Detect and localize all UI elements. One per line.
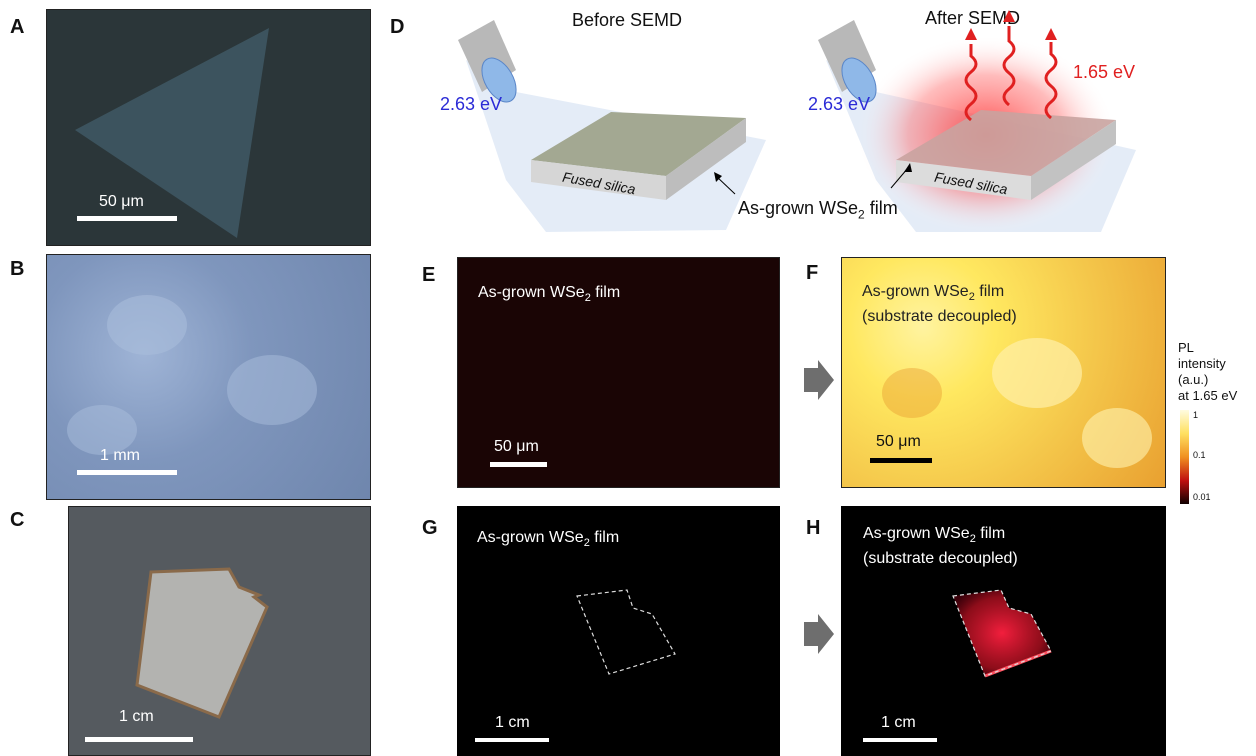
- colorbar-tick-0.1: 0.1: [1193, 450, 1206, 460]
- panel-label-c: C: [10, 509, 25, 531]
- scale-label-b: 1 mm: [100, 447, 140, 464]
- scale-bar-b: [77, 470, 177, 475]
- substrate-slab-after: [896, 110, 1116, 200]
- film-label-d: As-grown WSe2 film: [738, 198, 898, 222]
- panel-g-title: As-grown WSe2 film: [477, 529, 620, 550]
- semd-schematic: [458, 10, 1136, 235]
- sample-piece: [135, 567, 269, 719]
- scale-bar-h: [863, 738, 937, 742]
- scale-bar-a: [77, 216, 177, 221]
- film-pointer-before: [715, 175, 736, 195]
- scale-label-e: 50 μm: [494, 438, 539, 455]
- after-semd-title: After SEMD: [925, 8, 1021, 28]
- panel-h-pl-image: As-grown WSe2 film (substrate decoupled)…: [841, 506, 1166, 756]
- scale-label-c: 1 cm: [119, 708, 154, 725]
- scale-bar-g: [475, 738, 549, 742]
- energy-label-in-after: 2.63 eV: [808, 94, 871, 114]
- panel-g-pl-image: As-grown WSe2 film 1 cm: [457, 506, 780, 756]
- colorbar-title: PL intensity (a.u.) at 1.65 eV: [1178, 340, 1238, 403]
- scale-label-f: 50 μm: [876, 433, 921, 450]
- energy-label-in-before: 2.63 eV: [440, 94, 503, 114]
- panel-e-title: As-grown WSe2 film: [478, 284, 621, 305]
- panel-c-photo: 1 cm: [68, 506, 371, 756]
- arrow-right-icon-gh: [804, 614, 834, 654]
- colorbar-tick-0.01: 0.01: [1193, 492, 1211, 502]
- panel-h-title: As-grown WSe2 film (substrate decoupled): [863, 525, 1018, 568]
- panel-label-a: A: [10, 16, 25, 38]
- glowing-sample: [952, 589, 1052, 678]
- scale-label-g: 1 cm: [495, 714, 530, 731]
- scale-label-h: 1 cm: [881, 714, 916, 731]
- lens-icon-after: [818, 20, 877, 103]
- energy-label-out: 1.65 eV: [1073, 62, 1136, 82]
- panel-label-f: F: [806, 262, 819, 284]
- panel-label-d: D: [390, 16, 405, 38]
- scale-bar-f: [870, 458, 932, 463]
- panel-label-g: G: [422, 517, 438, 539]
- panel-label-b: B: [10, 258, 25, 280]
- panel-label-e: E: [422, 264, 436, 286]
- lens-icon-before: [458, 20, 517, 103]
- emission-wave-arrows: [964, 26, 1058, 122]
- substrate-slab-before: [531, 112, 746, 200]
- scale-bar-c: [85, 737, 193, 742]
- panel-a-optical-image: 50 μm: [46, 9, 371, 246]
- panel-f-pl-map: As-grown WSe2 film (substrate decoupled)…: [841, 257, 1166, 488]
- colorbar: [1180, 410, 1189, 504]
- sample-outline-dashed: [576, 589, 676, 675]
- panel-e-pl-map: As-grown WSe2 film 50 μm: [457, 257, 780, 488]
- panel-label-h: H: [806, 517, 821, 539]
- arrow-right-icon-ef: [804, 360, 834, 400]
- scale-label-a: 50 μm: [99, 193, 144, 210]
- triangle-flake: [75, 28, 269, 238]
- panel-f-title: As-grown WSe2 film (substrate decoupled): [862, 283, 1017, 326]
- colorbar-tick-1: 1: [1193, 410, 1199, 420]
- panel-b-optical-image: 1 mm: [46, 254, 371, 500]
- before-semd-title: Before SEMD: [572, 10, 683, 30]
- scale-bar-e: [490, 462, 547, 467]
